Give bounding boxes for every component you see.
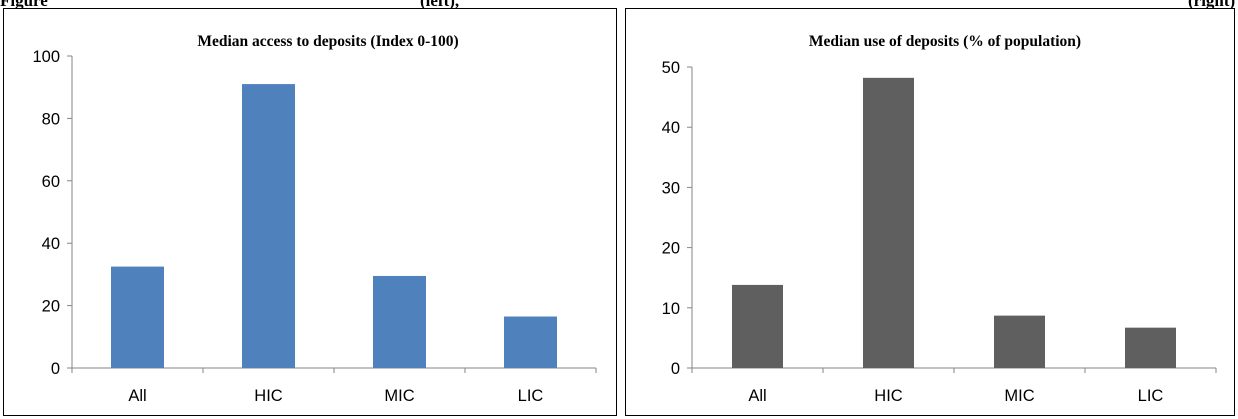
y-tick-label: 100 [32,48,60,66]
page-heading-left: Figure [0,0,48,10]
bar-lic [1125,327,1176,368]
x-category-label: MIC [1004,387,1034,405]
y-tick-label: 10 [662,300,680,318]
bar-all [111,266,164,368]
chart-panel-access: Median access to deposits (Index 0-100) 0… [3,8,617,416]
x-category-label: All [128,387,146,405]
page-heading-middle: (left), [420,0,460,10]
chart-panel-use: Median use of deposits (% of population)… [625,8,1235,416]
y-tick-label: 60 [42,173,60,191]
x-category-label: LIC [1138,387,1164,405]
x-category-label: HIC [254,387,283,405]
x-category-label: LIC [518,387,544,405]
bar-hic [863,77,914,368]
y-tick-label: 0 [51,360,60,378]
bar-hic [242,84,295,368]
x-category-label: MIC [384,387,414,405]
chart-title: Median use of deposits (% of population) [809,33,1081,50]
bar-mic [994,315,1045,368]
y-tick-label: 30 [662,179,680,197]
y-tick-label: 20 [42,298,60,316]
y-tick-label: 80 [42,110,60,128]
y-tick-label: 50 [662,59,680,77]
y-tick-label: 40 [662,119,680,137]
bar-chart-use: Median use of deposits (% of population)… [662,33,1217,405]
page-heading-right: (right) [1188,0,1236,10]
bar-all [732,284,783,368]
x-category-label: HIC [874,387,903,405]
y-tick-label: 20 [662,240,680,258]
page-heading: Figure (left), (right) [0,0,1238,12]
y-tick-label: 40 [42,235,60,253]
chart-title: Median access to deposits (Index 0-100) [197,33,458,50]
bar-lic [504,316,557,368]
y-tick-label: 0 [671,360,680,378]
x-category-label: All [748,387,766,405]
bar-mic [373,275,426,368]
bar-chart-access: Median access to deposits (Index 0-100) 0… [32,33,597,405]
